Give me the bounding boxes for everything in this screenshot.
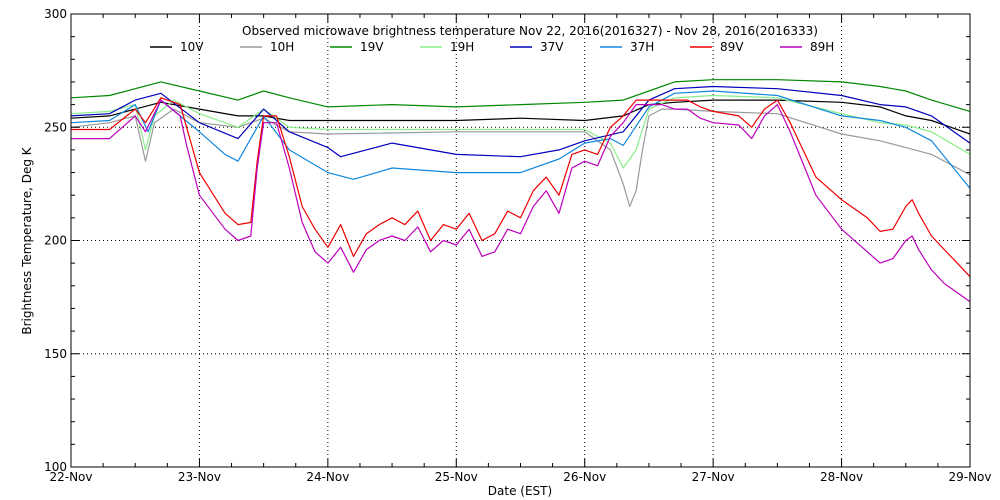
series-lines bbox=[70, 79, 971, 303]
y-tick-labels: 100 150 200 250 300 bbox=[44, 7, 67, 474]
legend: 10V 10H 19V 19H 37V 37H 89V 89H bbox=[150, 40, 834, 54]
legend-label-10v: 10V bbox=[180, 40, 204, 54]
y-tick-label: 100 bbox=[44, 460, 67, 474]
x-tick-label: 29-Nov bbox=[948, 470, 991, 484]
x-tick-label: 26-Nov bbox=[563, 470, 606, 484]
y-tick-label: 300 bbox=[44, 7, 67, 21]
y-tick-label: 150 bbox=[44, 347, 67, 361]
series-line-19v bbox=[70, 79, 971, 112]
legend-label-89h: 89H bbox=[810, 40, 834, 54]
y-tick-label: 200 bbox=[44, 234, 67, 248]
x-tick-label: 27-Nov bbox=[692, 470, 735, 484]
legend-label-37h: 37H bbox=[630, 40, 654, 54]
legend-label-19h: 19H bbox=[450, 40, 474, 54]
x-tick-label: 24-Nov bbox=[306, 470, 349, 484]
axis-ticks bbox=[70, 13, 971, 468]
legend-label-89v: 89V bbox=[720, 40, 744, 54]
x-tick-label: 22-Nov bbox=[49, 470, 92, 484]
y-axis-label: Brightness Temperature, Deg K bbox=[20, 146, 34, 334]
series-line-37v bbox=[70, 85, 971, 158]
x-axis-label: Date (EST) bbox=[488, 484, 552, 498]
chart-title: Observed microwave brightness temperatur… bbox=[242, 24, 818, 38]
series-line-89h bbox=[71, 99, 971, 303]
x-tick-label: 25-Nov bbox=[435, 470, 478, 484]
x-tick-label: 23-Nov bbox=[178, 470, 221, 484]
x-tick-label: 28-Nov bbox=[820, 470, 863, 484]
series-line-89v bbox=[71, 97, 971, 278]
y-tick-label: 250 bbox=[44, 120, 67, 134]
series-line-10h bbox=[70, 108, 971, 208]
legend-label-37v: 37V bbox=[540, 40, 564, 54]
x-tick-labels: 22-Nov 23-Nov 24-Nov 25-Nov 26-Nov 27-Nov 28-N… bbox=[49, 470, 991, 484]
legend-label-19v: 19V bbox=[360, 40, 384, 54]
legend-label-10h: 10H bbox=[270, 40, 294, 54]
